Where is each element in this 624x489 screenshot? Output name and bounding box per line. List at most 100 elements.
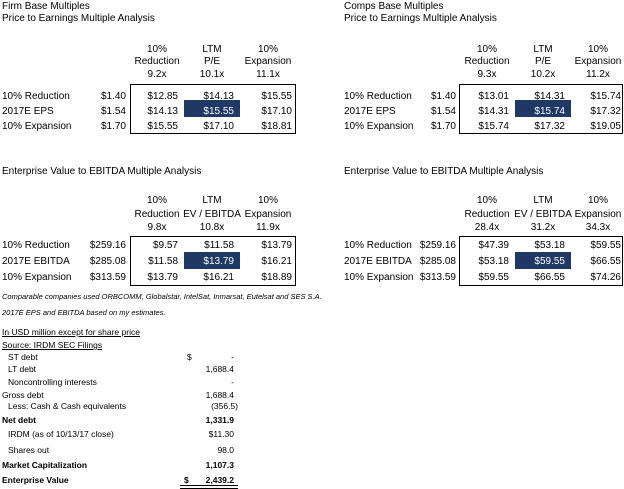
- highlight-cell: [184, 100, 240, 117]
- col-header: 10%: [146, 44, 167, 55]
- col-header: P/E: [203, 56, 221, 67]
- cell-value: $13.01: [478, 91, 509, 102]
- cell-value: $15.55: [147, 121, 178, 132]
- cell-value: $17.10: [203, 121, 234, 132]
- row-base: $313.59: [89, 272, 126, 283]
- col-multiple: 10.2x: [530, 69, 556, 80]
- col-header: P/E: [534, 56, 552, 67]
- shares-value: 98.0: [217, 445, 234, 455]
- row-base: $259.16: [89, 240, 126, 251]
- note-comparables: Comparable companies used ORBCOMM, Globa…: [2, 292, 322, 301]
- col-header: 10%: [476, 195, 497, 206]
- col-header: Reduction: [464, 56, 510, 67]
- col-multiple: 34.3x: [585, 222, 611, 233]
- row-label: 10% Expansion: [344, 272, 414, 283]
- row-base: $1.40: [430, 91, 456, 102]
- cash-label: Less: Cash & Cash equivalents: [8, 401, 127, 411]
- row-base: $1.54: [430, 106, 456, 117]
- col-multiple: 11.2x: [586, 69, 610, 80]
- col-header: 10%: [257, 44, 278, 55]
- col-header: LTM: [202, 195, 222, 206]
- comps-title: Comps Base Multiples: [344, 1, 444, 12]
- row-label: 10% Expansion: [2, 272, 72, 283]
- cell-value: $15.55: [261, 91, 292, 102]
- st-debt-currency: $: [187, 352, 192, 362]
- net-debt-value: 1,331.9: [205, 415, 234, 425]
- cell-value: $17.10: [261, 106, 292, 117]
- row-label: 10% Reduction: [344, 240, 412, 251]
- cell-value: $53.18: [478, 256, 509, 267]
- ev-firm-title: Enterprise Value to EBITDA Multiple Anal…: [2, 166, 202, 177]
- firm-subtitle: Price to Earnings Multiple Analysis: [2, 13, 155, 24]
- ev-value: 2,439.2: [205, 475, 234, 485]
- comps-ev-grid-border: [459, 236, 623, 286]
- comps-subtitle: Price to Earnings Multiple Analysis: [344, 13, 497, 24]
- col-header: Expansion: [574, 56, 622, 67]
- col-header: EV / EBITDA: [183, 209, 241, 220]
- col-header: LTM: [533, 44, 553, 55]
- cell-value: $17.32: [590, 106, 621, 117]
- col-header: EV / EBITDA: [514, 209, 572, 220]
- col-multiple: 9.8x: [147, 222, 167, 233]
- col-header: 10%: [146, 195, 167, 206]
- cell-value: $14.13: [147, 106, 178, 117]
- cell-value: $59.55: [478, 272, 509, 283]
- col-multiple: 11.1x: [256, 69, 280, 80]
- cell-value: $47.39: [478, 240, 509, 251]
- row-label: 10% Expansion: [2, 121, 72, 132]
- cell-value: $18.81: [261, 121, 292, 132]
- col-multiple: 31.2x: [530, 222, 556, 233]
- row-base: $259.16: [419, 240, 456, 251]
- highlight-cell: [515, 252, 571, 269]
- row-label: 2017E EBITDA: [344, 256, 412, 267]
- cell-value: $18.89: [261, 272, 292, 283]
- cell-value-highlight: $15.74: [534, 106, 565, 117]
- row-base: $1.70: [100, 121, 126, 132]
- units-header: In USD million except for share price: [2, 327, 140, 337]
- ev-currency: $: [184, 475, 189, 485]
- col-header: LTM: [533, 195, 553, 206]
- cell-value: $14.31: [478, 106, 509, 117]
- row-base: $313.59: [419, 272, 456, 283]
- row-label: 10% Reduction: [2, 91, 70, 102]
- col-header: Expansion: [244, 209, 292, 220]
- cell-value: $53.18: [534, 240, 565, 251]
- comps-pe-grid-border: [459, 84, 623, 134]
- cell-value: $74.26: [590, 272, 621, 283]
- col-header: 10%: [587, 195, 608, 206]
- nci-value: -: [231, 377, 234, 387]
- cell-value: $16.21: [203, 272, 234, 283]
- col-multiple: 10.8x: [199, 222, 225, 233]
- cell-value: $66.55: [590, 256, 621, 267]
- firm-pe-grid-border: [130, 84, 296, 134]
- col-header: 10%: [257, 195, 278, 206]
- col-header: LTM: [202, 44, 222, 55]
- firm-title: Firm Base Multiples: [2, 1, 90, 12]
- row-base: $285.08: [89, 256, 126, 267]
- row-label: 10% Reduction: [344, 91, 412, 102]
- col-multiple: 9.3x: [477, 69, 497, 80]
- cell-value-highlight: $13.79: [203, 256, 234, 267]
- ev-label: Enterprise Value: [2, 475, 69, 485]
- row-label: 10% Reduction: [2, 240, 70, 251]
- gross-debt-value: 1,688.4: [205, 390, 234, 400]
- cell-value: $13.79: [147, 272, 178, 283]
- firm-ev-grid-border: [130, 236, 296, 286]
- cell-value: $12.85: [147, 91, 178, 102]
- mcap-value: 1,107.3: [205, 460, 234, 470]
- highlight-cell: [184, 252, 240, 269]
- mcap-label: Market Capitalization: [2, 460, 88, 470]
- row-label: 2017E EPS: [344, 106, 396, 117]
- cell-value: $9.57: [152, 240, 178, 251]
- cell-value: $19.05: [590, 121, 621, 132]
- cell-value: $14.31: [534, 91, 565, 102]
- col-header: Reduction: [134, 56, 180, 67]
- cell-value: $16.21: [261, 256, 292, 267]
- col-header: Expansion: [574, 209, 622, 220]
- lt-debt-value: 1,688.4: [205, 364, 234, 374]
- cell-value: $14.13: [203, 91, 234, 102]
- price-label: IRDM (as of 10/13/17 close): [8, 429, 114, 439]
- col-header: Reduction: [134, 209, 180, 220]
- cell-value: $11.58: [148, 256, 178, 267]
- cell-value: $15.74: [478, 121, 509, 132]
